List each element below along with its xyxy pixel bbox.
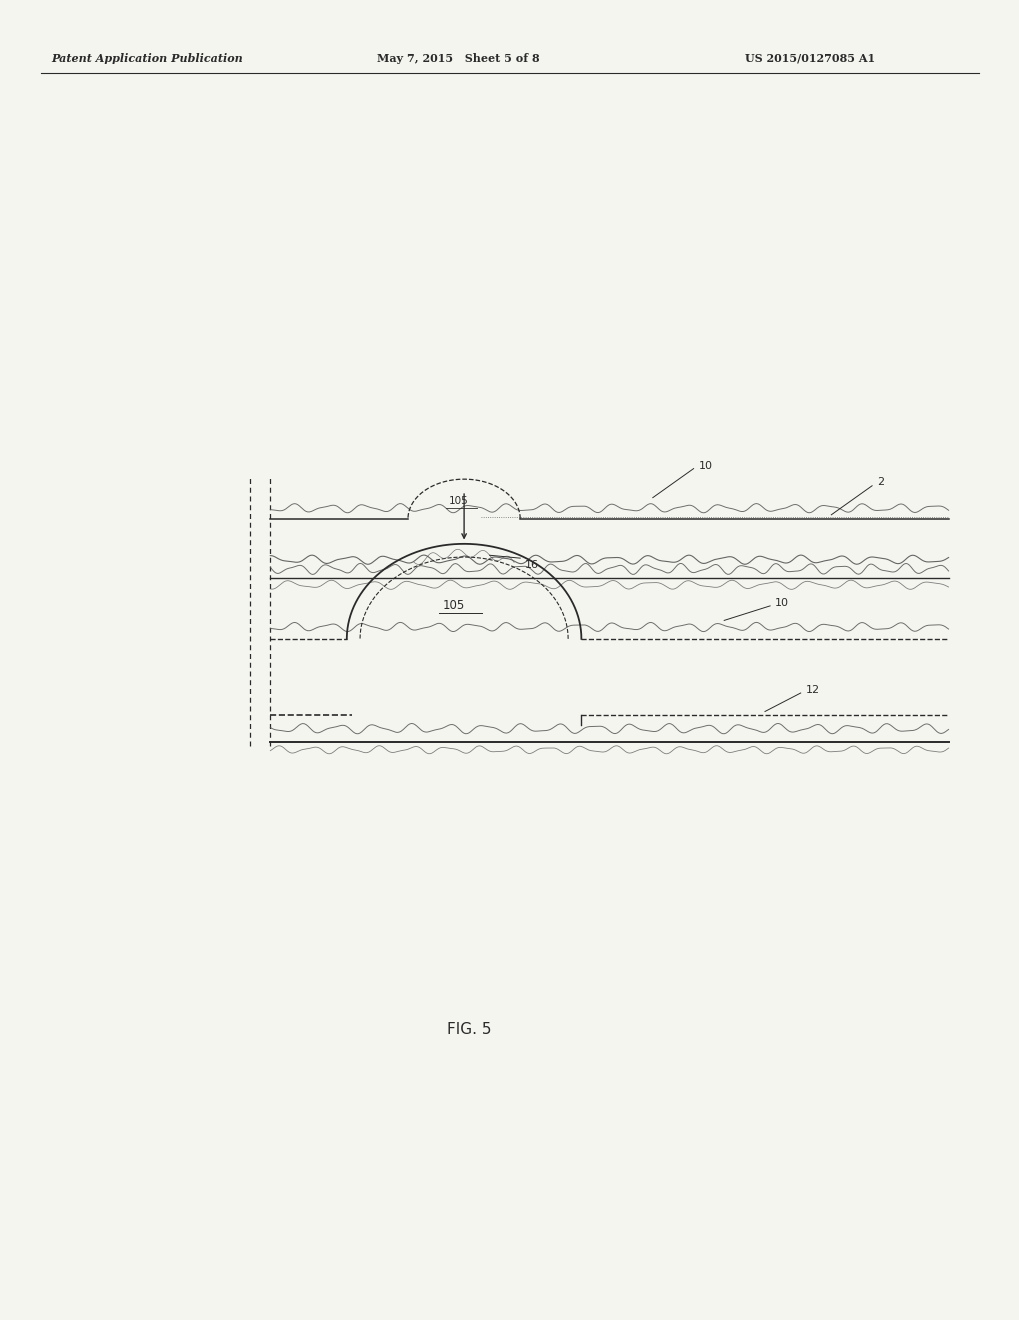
Text: Patent Application Publication: Patent Application Publication — [51, 53, 243, 63]
Text: US 2015/0127085 A1: US 2015/0127085 A1 — [744, 53, 874, 63]
Text: 105: 105 — [448, 496, 469, 506]
Text: 10: 10 — [698, 461, 712, 471]
Text: 16: 16 — [525, 560, 539, 570]
Text: 10: 10 — [774, 598, 789, 609]
Text: 12: 12 — [805, 685, 819, 696]
Text: FIG. 5: FIG. 5 — [446, 1022, 491, 1038]
Text: May 7, 2015   Sheet 5 of 8: May 7, 2015 Sheet 5 of 8 — [377, 53, 539, 63]
Text: 105: 105 — [442, 599, 465, 612]
Text: 2: 2 — [876, 477, 883, 487]
